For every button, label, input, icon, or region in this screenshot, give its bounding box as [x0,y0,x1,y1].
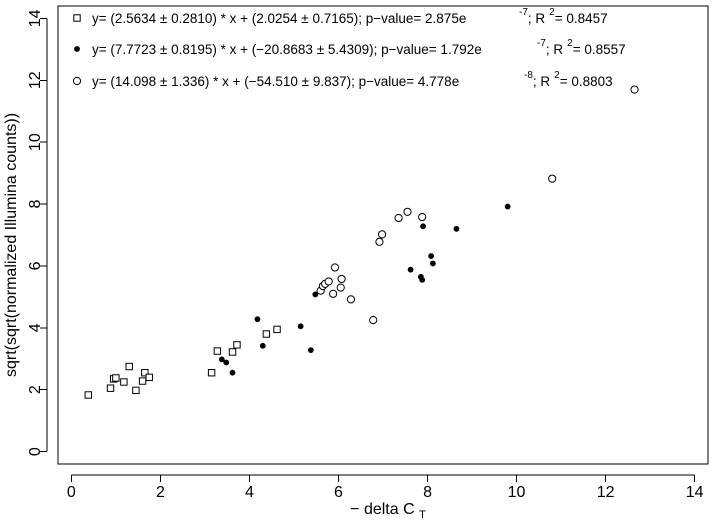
y-axis-title: sqrt(sqrt(normalized Illumina counts)) [3,113,20,377]
data-point [233,341,241,349]
legend-item: y= (14.098 ± 1.336) * x + (−54.510 ± 9.8… [72,70,613,89]
legend-equation: y= (2.5634 ± 0.2810) * x + (2.0254 ± 0.7… [92,11,466,26]
data-points-layer [84,85,639,399]
legend-r2-value: = 0.8457 [555,11,608,26]
data-point [403,207,412,216]
data-point [453,225,460,232]
legend-r2: -8; R 2= 0.8803 [524,70,613,89]
legend-r2-value: = 0.8557 [573,42,626,57]
data-point [145,373,153,382]
data-point [254,316,261,323]
legend-equation: y= (14.098 ± 1.336) * x + (−54.510 ± 9.8… [92,74,459,89]
legend-exponent: -8 [524,70,533,81]
data-point [312,291,319,298]
data-point [218,356,225,363]
data-point [375,237,384,246]
legend-marker [73,14,81,22]
legend-item: y= (7.7723 ± 0.8195) * x + (−20.8683 ± 5… [74,38,626,57]
data-point [84,391,92,399]
y-tick-label: 8 [27,200,44,209]
data-point [369,316,378,325]
y-tick-label: 14 [27,9,44,27]
data-point [112,374,120,382]
legend-exponent: -7 [519,7,528,18]
data-point [213,347,222,355]
x-tick-label: 14 [686,484,704,501]
x-axis-title: − delta C T [350,501,426,521]
legend-r-label: ; R [528,11,546,26]
data-point [407,266,414,273]
data-point [262,330,271,338]
x-tick-label: 0 [67,484,76,501]
legend-r2: -7; R 2= 0.8457 [519,7,608,26]
series-3-points [316,85,639,325]
legend-r2: -7; R 2= 0.8557 [537,38,626,57]
data-point [324,277,333,286]
data-point [259,342,266,349]
data-point [273,325,281,334]
legend-item: y= (2.5634 ± 0.2810) * x + (2.0254 ± 0.7… [73,7,608,26]
data-point [378,230,387,239]
y-tick-label: 2 [27,385,44,394]
plot-area-border [57,5,709,465]
legend-r-superscript: 2 [549,7,555,18]
y-tick-label: 12 [27,71,44,89]
data-point [330,263,340,272]
data-point [419,276,426,283]
data-point [307,347,314,354]
legend: y= (2.5634 ± 0.2810) * x + (2.0254 ± 0.7… [72,7,626,89]
data-point [125,362,133,371]
y-tick-label: 0 [27,447,44,456]
legend-r-superscript: 2 [567,38,573,49]
data-point [297,323,304,330]
x-tick-label: 2 [156,484,165,501]
data-point [207,369,216,377]
data-point [229,369,236,376]
data-point [141,369,149,377]
data-point [630,85,639,94]
data-point [420,223,426,230]
legend-equation: y= (7.7723 ± 0.8195) * x + (−20.8683 ± 5… [92,42,482,57]
data-point [418,212,427,222]
data-point [228,348,237,356]
data-point [429,260,436,267]
x-tick-label: 4 [245,484,254,501]
data-point [138,377,147,385]
data-point [223,359,230,366]
legend-r-label: ; R [546,42,564,57]
data-point [504,203,511,210]
x-axis: 0 2 4 6 8 10 12 14 [67,474,704,501]
data-point [106,384,115,392]
legend-r-superscript: 2 [554,70,560,81]
data-point [336,283,345,292]
y-tick-label: 4 [27,323,44,332]
data-point [132,386,140,395]
series-2-points [218,203,511,376]
data-point [346,295,356,304]
legend-r2-value: = 0.8803 [560,74,613,89]
series-1-points [84,325,281,399]
x-tick-label: 6 [334,484,343,501]
legend-exponent: -7 [537,38,546,49]
data-point [394,213,403,223]
y-axis: 0 2 4 6 8 10 12 14 [27,9,48,456]
y-tick-label: 10 [27,133,44,151]
x-tick-label: 10 [508,484,526,501]
legend-r-label: ; R [533,74,551,89]
data-point [548,174,557,183]
y-tick-label: 6 [27,261,44,270]
data-point [329,289,338,298]
legend-marker [74,46,80,52]
data-point [428,253,434,259]
x-tick-label: 8 [423,484,432,501]
data-point [337,274,346,284]
data-point [120,378,128,386]
legend-marker [72,76,82,86]
x-tick-label: 12 [597,484,615,501]
